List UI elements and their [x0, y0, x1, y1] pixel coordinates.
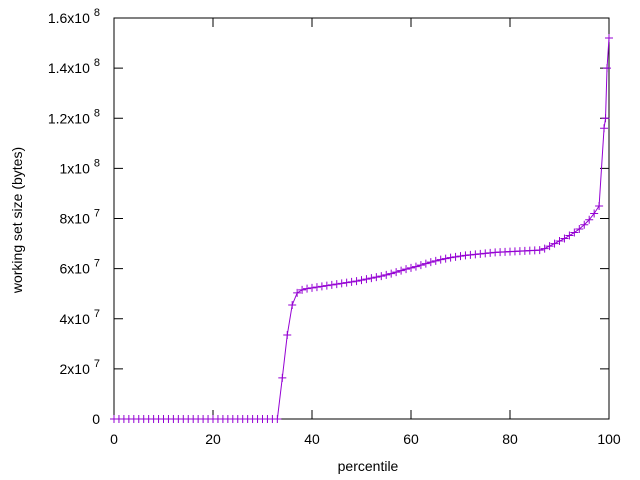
data-point — [288, 300, 297, 309]
data-point — [461, 251, 470, 260]
data-point — [436, 255, 445, 264]
data-point — [555, 237, 564, 246]
data-point — [426, 258, 435, 267]
plot-border — [113, 17, 610, 420]
data-point — [377, 272, 386, 281]
y-tick-label-base: 1.4x10 — [48, 60, 90, 76]
data-point — [308, 283, 316, 292]
y-tick-label-base: 2x10 — [60, 361, 91, 377]
data-point — [580, 220, 589, 229]
data-point — [540, 244, 549, 253]
data-point — [603, 64, 612, 73]
y-tick-label: 1x10 8 — [60, 157, 100, 176]
data-point — [327, 280, 336, 289]
data-point — [283, 331, 292, 340]
y-tick-label: 2x10 7 — [60, 358, 100, 377]
data-point — [337, 279, 346, 288]
data-point — [471, 250, 480, 259]
data-point — [560, 234, 569, 243]
data-point — [303, 284, 312, 293]
data-point — [298, 285, 307, 294]
data-point — [362, 275, 371, 284]
y-tick-label: 1.6x10 8 — [48, 7, 100, 26]
x-tick-label: 60 — [403, 431, 419, 447]
data-point — [575, 225, 584, 234]
y-tick-label-exponent: 8 — [94, 107, 100, 119]
data-point — [416, 261, 425, 270]
data-point — [352, 277, 361, 286]
data-point — [466, 250, 475, 259]
y-tick-label: 1.4x10 8 — [48, 57, 100, 76]
data-point — [600, 124, 609, 133]
y-tick-label: 1.2x10 8 — [48, 107, 100, 126]
x-tick-label: 20 — [205, 431, 221, 447]
y-tick-label-exponent: 7 — [94, 308, 100, 320]
y-tick-label-exponent: 7 — [94, 258, 100, 270]
y-tick-label-exponent: 8 — [94, 7, 100, 19]
y-tick-label: 8x10 7 — [60, 208, 100, 227]
data-point — [570, 228, 579, 237]
data-point — [317, 282, 326, 291]
data-point — [590, 209, 599, 218]
data-point — [392, 268, 401, 277]
data-point — [446, 253, 455, 262]
y-tick-label-exponent: 7 — [94, 358, 100, 370]
data-point — [441, 254, 450, 263]
data-point — [357, 276, 366, 285]
data-point — [535, 246, 544, 255]
y-tick-label-base: 1.6x10 — [48, 10, 90, 26]
y-axis-label: working set size (bytes) — [9, 147, 25, 294]
data-point — [273, 415, 282, 423]
data-point — [278, 373, 287, 382]
x-tick-label: 100 — [597, 431, 621, 447]
data-point — [397, 266, 406, 275]
data-point — [595, 201, 604, 210]
y-tick-label-exponent: 8 — [94, 157, 100, 169]
data-point — [585, 215, 594, 224]
y-tick-label: 6x10 7 — [60, 258, 100, 277]
data-point — [605, 34, 613, 43]
data-point — [601, 114, 610, 123]
y-tick-label-base: 1x10 — [60, 160, 91, 176]
data-point — [372, 273, 381, 282]
data-point — [367, 274, 376, 283]
y-tick-label-exponent: 7 — [94, 208, 100, 220]
data-point — [476, 249, 485, 258]
data-point — [411, 262, 420, 271]
x-tick-label: 0 — [110, 431, 118, 447]
data-point — [421, 259, 430, 268]
y-tick-label-base: 4x10 — [60, 311, 91, 327]
y-tick-label: 0 — [92, 411, 100, 427]
data-point — [322, 281, 331, 290]
y-tick-label-base: 1.2x10 — [48, 110, 90, 126]
data-point — [565, 231, 574, 240]
data-point — [481, 249, 490, 258]
data-point — [347, 277, 356, 286]
data-point — [456, 252, 465, 261]
data-point — [387, 269, 396, 278]
data-point — [407, 263, 415, 272]
data-line — [114, 38, 610, 420]
data-point — [332, 280, 341, 289]
y-tick-label-base: 8x10 — [60, 211, 91, 227]
x-tick-label: 80 — [502, 431, 518, 447]
data-point — [293, 288, 302, 297]
x-tick-label: 40 — [304, 431, 320, 447]
data-point — [382, 270, 391, 279]
data-point — [312, 283, 321, 292]
data-point — [431, 256, 440, 265]
data-point — [451, 252, 460, 261]
data-point — [486, 248, 495, 257]
data-point — [402, 265, 411, 274]
y-tick-label-base: 6x10 — [60, 261, 91, 277]
data-point — [342, 278, 351, 287]
data-point — [550, 239, 559, 248]
data-point — [545, 242, 554, 251]
x-axis-label: percentile — [338, 458, 399, 474]
y-tick-label: 4x10 7 — [60, 308, 100, 327]
y-tick-label-exponent: 8 — [94, 57, 100, 69]
